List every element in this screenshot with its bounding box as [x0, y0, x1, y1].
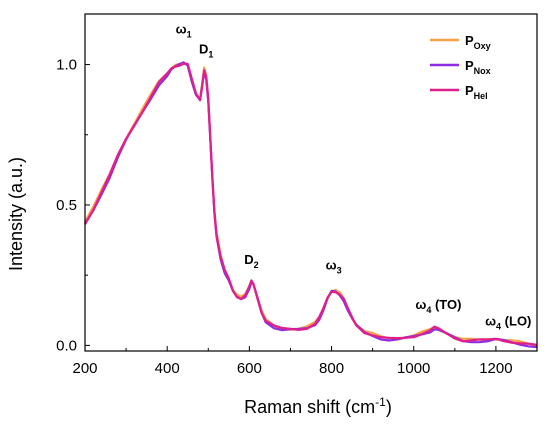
x-tick-label: 800	[319, 360, 344, 377]
peak-label: ω3	[326, 258, 342, 276]
x-axis-label: Raman shift (cm-1)	[244, 395, 392, 417]
peak-label: ω4 (TO)	[415, 297, 461, 315]
x-tick-label: 600	[237, 360, 262, 377]
x-tick-label: 1000	[397, 360, 430, 377]
legend-label: PHel	[465, 83, 488, 101]
x-tick-label: 200	[72, 360, 97, 377]
peak-label: D2	[244, 252, 258, 270]
series-line-nox	[84, 61, 538, 349]
axis-ticks: 200 400 600 800 1000 1200 0.0 0.5 1.0	[56, 57, 512, 377]
legend: POxy PNox PHel	[430, 33, 491, 101]
y-tick-label: 0.0	[56, 337, 77, 354]
series-line-hel	[84, 62, 538, 346]
plot-frame	[84, 13, 538, 352]
x-axis-label-sup: -1	[375, 395, 386, 409]
x-tick-label: 400	[155, 360, 180, 377]
peak-label: D1	[199, 41, 213, 59]
peak-label: ω4 (LO)	[485, 314, 531, 332]
peak-label: ω1	[176, 22, 192, 40]
x-axis-label-main: Raman shift (cm	[244, 397, 375, 417]
series-line-oxy	[84, 62, 538, 348]
plot-lines	[84, 61, 538, 349]
legend-label: POxy	[465, 33, 491, 51]
y-axis-label: Intensity (a.u.)	[6, 157, 26, 271]
y-tick-label: 1.0	[56, 57, 77, 74]
x-tick-label: 1200	[479, 360, 512, 377]
y-tick-label: 0.5	[56, 197, 77, 214]
x-axis-label-end: )	[386, 397, 392, 417]
legend-label: PNox	[465, 58, 491, 76]
peak-annotations: ω1 D1 D2 ω3 ω4 (TO) ω4 (LO)	[176, 22, 532, 332]
